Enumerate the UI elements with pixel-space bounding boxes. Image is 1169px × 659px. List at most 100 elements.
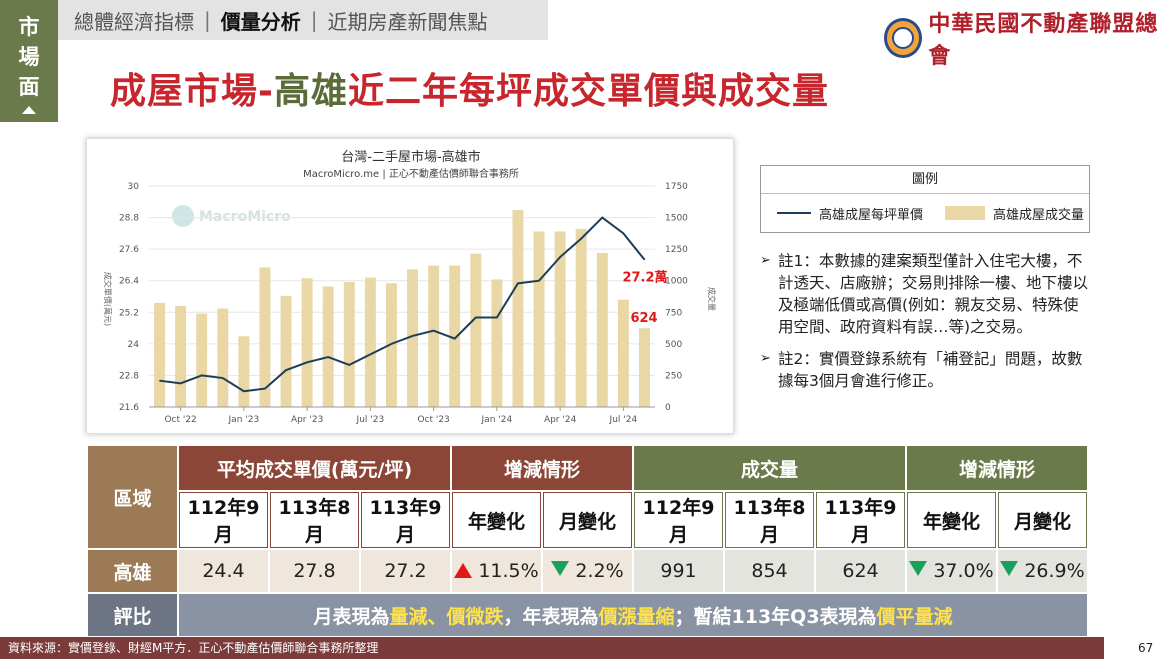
sub-header: 年變化: [452, 492, 541, 548]
logo-name: 中華民國不動產聯盟總會: [928, 11, 1159, 69]
chart-panel: 台灣-二手屋市場-高雄市 MacroMicro.me | 正心不動產估價師聯合事…: [86, 138, 734, 434]
region-header: 區域: [88, 446, 177, 548]
nav-item-macro[interactable]: 總體經濟指標: [74, 9, 194, 34]
nav-item-news[interactable]: 近期房產新聞焦點: [327, 9, 488, 34]
volume-bar: [217, 308, 229, 407]
price-point: [243, 390, 245, 392]
page-number: 67: [1138, 641, 1154, 655]
bullet-arrow-icon: ➢: [760, 253, 771, 268]
eval-t3: ；暫結113年Q3表現為: [674, 605, 877, 628]
volume-change-header: 增減情形: [907, 446, 1087, 490]
x-tick-label: Jul '23: [356, 415, 385, 425]
section-tag: 市 場 面: [0, 0, 58, 122]
volume-bar: [638, 328, 650, 407]
sub-header: 113年9月: [361, 492, 450, 548]
x-tick-label: Apr '24: [544, 415, 577, 425]
legend-header: 圖例: [761, 166, 1089, 194]
volume-cell: 624: [816, 550, 905, 592]
x-tick-label: Oct '23: [417, 415, 449, 425]
volume-header: 成交量: [634, 446, 905, 490]
logo: 中華民國不動產聯盟總會: [884, 6, 1169, 70]
x-tick-label: Oct '22: [164, 415, 196, 425]
sub-header: 月變化: [998, 492, 1087, 548]
price-yoy-value: 11.5%: [478, 560, 539, 582]
price-cell: 24.4: [179, 550, 268, 592]
price-line: [159, 216, 646, 393]
y-right-tick-label: 500: [665, 340, 682, 350]
price-point: [159, 380, 161, 382]
price-point: [264, 388, 266, 390]
sub-header: 113年8月: [725, 492, 814, 548]
chart-subtitle: MacroMicro.me | 正心不動產估價師聯合事務所: [303, 167, 519, 180]
y-left-axis-label: 成交單價(萬元): [103, 272, 113, 326]
volume-bar: [385, 283, 397, 407]
legend-line-swatch: [777, 212, 811, 214]
y-right-axis-label: 成交量: [707, 287, 717, 311]
nav-separator: |: [204, 8, 211, 32]
volume-bar: [575, 228, 587, 407]
volume-bar: [512, 209, 524, 407]
y-right-tick-label: 0: [665, 403, 671, 413]
note-1-text: 註1：本數據的建案類型僅計入住宅大樓，不計透天、店廠辦；交易則排除一樓、地下樓以…: [778, 252, 1089, 336]
section-tag-char-3: 面: [18, 75, 40, 99]
price-point: [433, 330, 435, 332]
eval-h2: 價漲量縮: [598, 605, 675, 628]
price-point: [348, 364, 350, 366]
volume-bar: [533, 231, 545, 407]
y-left-tick-label: 21.6: [119, 403, 139, 413]
volume-bar: [407, 269, 419, 407]
price-point: [390, 343, 392, 345]
y-right-tick-label: 1250: [665, 245, 688, 255]
price-point: [559, 256, 561, 258]
price-point: [222, 377, 224, 379]
x-tick-label: Jan '24: [481, 415, 513, 425]
volume-bar: [491, 279, 503, 407]
price-point: [201, 374, 203, 376]
volume-bar: [238, 336, 250, 407]
y-right-tick-label: 1500: [665, 214, 688, 224]
price-point: [622, 232, 624, 234]
summary-table: 區域 平均成交單價(萬元/坪) 增減情形 成交量 增減情形 112年9月 113…: [86, 444, 1089, 638]
section-tag-char-1: 市: [18, 15, 40, 39]
note-2: ➢ 註2：實價登錄系統有「補登記」問題，故數據每3個月會進行修正。: [760, 348, 1090, 392]
title-part-1: 成屋市場-: [110, 71, 274, 112]
volume-bar: [301, 278, 313, 407]
title-part-3: 近二年每坪成交單價與成交量: [347, 71, 829, 112]
eval-text: 月表現為量減、價微跌，年表現為價漲量縮；暫結113年Q3表現為價平量減: [179, 594, 1087, 636]
down-triangle-icon: [551, 561, 570, 576]
y-left-tick-label: 26.4: [119, 277, 139, 287]
price-change-header: 增減情形: [452, 446, 632, 490]
x-tick-label: Jan '23: [228, 415, 260, 425]
y-right-tick-label: 1750: [665, 182, 688, 192]
watermark-icon: [172, 205, 194, 227]
price-point: [369, 353, 371, 355]
legend-line-label: 高雄成屋每坪單價: [819, 207, 924, 223]
vol-yoy-cell: 37.0%: [907, 550, 996, 592]
y-left-tick-label: 22.8: [119, 371, 139, 381]
sub-header: 年變化: [907, 492, 996, 548]
price-point: [517, 282, 519, 284]
price-point: [643, 259, 645, 261]
nav-item-price-volume[interactable]: 價量分析: [220, 9, 301, 34]
price-point: [580, 238, 582, 240]
section-tag-char-2: 場: [18, 45, 40, 69]
watermark-text: MacroMicro: [199, 209, 291, 225]
sub-header: 113年8月: [270, 492, 359, 548]
y-left-tick-label: 27.6: [119, 245, 139, 255]
title-part-2: 高雄: [273, 71, 348, 112]
chart-title: 台灣-二手屋市場-高雄市: [341, 149, 480, 165]
volume-bar: [154, 302, 166, 407]
section-tag-arrow-icon: [22, 106, 36, 114]
bullet-arrow-icon: ➢: [760, 351, 771, 366]
price-volume-chart: 台灣-二手屋市場-高雄市 MacroMicro.me | 正心不動產估價師聯合事…: [103, 149, 717, 425]
volume-bar: [175, 305, 187, 407]
y-right-tick-label: 250: [665, 371, 682, 381]
row-region: 高雄: [88, 550, 177, 592]
page-title: 成屋市場-高雄近二年每坪成交單價與成交量: [110, 62, 829, 114]
price-yoy-cell: 11.5%: [452, 550, 541, 592]
price-cell: 27.2: [361, 550, 450, 592]
volume-bar: [470, 253, 482, 407]
volume-bar: [449, 265, 461, 407]
price-point: [454, 338, 456, 340]
price-mom-value: 2.2%: [575, 560, 624, 582]
